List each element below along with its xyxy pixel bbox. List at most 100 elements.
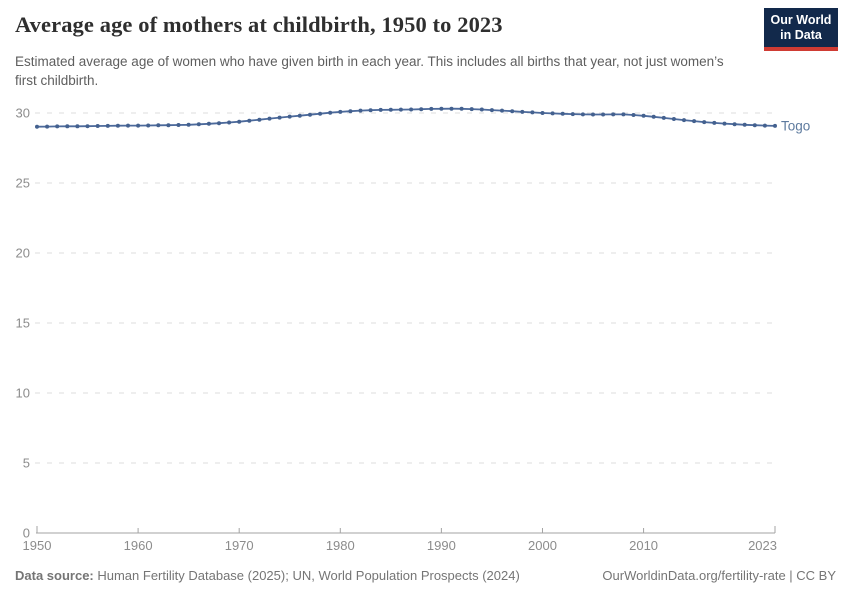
data-point[interactable] bbox=[621, 112, 626, 117]
data-point[interactable] bbox=[368, 108, 373, 113]
y-tick-label: 20 bbox=[16, 246, 30, 261]
x-tick-label: 2000 bbox=[528, 538, 557, 553]
data-point[interactable] bbox=[489, 108, 494, 113]
data-point[interactable] bbox=[257, 117, 262, 122]
data-point[interactable] bbox=[126, 123, 130, 128]
data-point[interactable] bbox=[671, 117, 676, 121]
data-point[interactable] bbox=[712, 120, 717, 125]
data-point[interactable] bbox=[540, 111, 545, 115]
data-point[interactable] bbox=[176, 123, 181, 127]
y-tick-label: 15 bbox=[16, 316, 30, 331]
owid-logo[interactable]: Our World in Data bbox=[764, 8, 838, 51]
data-point[interactable] bbox=[136, 123, 141, 128]
data-point[interactable] bbox=[146, 123, 151, 128]
data-point[interactable] bbox=[348, 109, 353, 114]
owid-logo-line1: Our World bbox=[770, 12, 832, 27]
x-tick-label: 1990 bbox=[427, 538, 456, 553]
x-tick-label: 1960 bbox=[124, 538, 153, 553]
data-point[interactable] bbox=[419, 107, 424, 112]
data-source: Data source: Human Fertility Database (2… bbox=[15, 568, 520, 583]
data-point[interactable] bbox=[308, 112, 312, 117]
chart-footer: Data source: Human Fertility Database (2… bbox=[15, 568, 836, 583]
data-point[interactable] bbox=[398, 107, 403, 112]
y-tick-label: 10 bbox=[16, 386, 30, 401]
data-point[interactable] bbox=[186, 122, 191, 127]
data-point[interactable] bbox=[115, 123, 120, 128]
data-point[interactable] bbox=[75, 124, 80, 129]
data-point[interactable] bbox=[267, 116, 272, 121]
data-point[interactable] bbox=[469, 107, 474, 112]
y-tick-label: 0 bbox=[23, 526, 30, 541]
data-point[interactable] bbox=[55, 124, 60, 129]
chart-subtitle: Estimated average age of women who have … bbox=[15, 54, 724, 89]
y-tick-label: 30 bbox=[16, 106, 30, 121]
credit-link[interactable]: OurWorldinData.org/fertility-rate | CC B… bbox=[602, 568, 836, 583]
data-point[interactable] bbox=[105, 123, 110, 128]
data-source-text: Human Fertility Database (2025); UN, Wor… bbox=[93, 568, 520, 583]
data-point[interactable] bbox=[631, 113, 636, 117]
data-point[interactable] bbox=[520, 109, 525, 114]
data-point[interactable] bbox=[166, 123, 171, 128]
data-point[interactable] bbox=[682, 118, 686, 123]
data-point[interactable] bbox=[196, 122, 201, 127]
y-tick-label: 25 bbox=[16, 176, 30, 191]
data-point[interactable] bbox=[388, 107, 393, 112]
data-point[interactable] bbox=[35, 124, 39, 129]
data-point[interactable] bbox=[459, 106, 464, 111]
data-point[interactable] bbox=[318, 111, 323, 116]
data-point[interactable] bbox=[752, 123, 757, 128]
data-point[interactable] bbox=[661, 115, 666, 120]
x-tick-label: 2010 bbox=[629, 538, 658, 553]
data-point[interactable] bbox=[217, 121, 221, 126]
data-point[interactable] bbox=[156, 123, 161, 128]
x-tick-label: 1980 bbox=[326, 538, 355, 553]
data-point[interactable] bbox=[227, 120, 232, 125]
data-point[interactable] bbox=[358, 108, 363, 113]
data-point[interactable] bbox=[297, 113, 302, 118]
data-point[interactable] bbox=[722, 121, 727, 126]
data-point[interactable] bbox=[85, 124, 90, 129]
data-point[interactable] bbox=[449, 106, 454, 111]
data-point[interactable] bbox=[95, 124, 100, 128]
data-point[interactable] bbox=[439, 106, 444, 111]
data-point[interactable] bbox=[287, 114, 292, 119]
data-point[interactable] bbox=[45, 124, 50, 129]
data-point[interactable] bbox=[641, 113, 646, 118]
chart-title: Average age of mothers at childbirth, 19… bbox=[15, 12, 503, 37]
data-point[interactable] bbox=[692, 119, 697, 124]
data-point[interactable] bbox=[479, 107, 484, 112]
owid-logo-line2: in Data bbox=[780, 27, 822, 42]
x-tick-label: 2023 bbox=[748, 538, 777, 553]
data-point[interactable] bbox=[328, 110, 333, 115]
data-point[interactable] bbox=[378, 107, 383, 112]
entity-label-togo[interactable]: Togo bbox=[781, 118, 810, 133]
data-point[interactable] bbox=[732, 122, 737, 127]
data-point[interactable] bbox=[773, 123, 777, 128]
data-point[interactable] bbox=[742, 122, 747, 127]
data-point[interactable] bbox=[510, 109, 515, 114]
data-point[interactable] bbox=[591, 112, 595, 117]
data-point[interactable] bbox=[651, 114, 656, 119]
data-point[interactable] bbox=[530, 110, 535, 115]
data-point[interactable] bbox=[560, 111, 565, 116]
y-tick-label: 5 bbox=[23, 456, 30, 471]
data-point[interactable] bbox=[601, 112, 606, 117]
data-point[interactable] bbox=[580, 112, 585, 117]
data-point[interactable] bbox=[409, 107, 414, 112]
data-point[interactable] bbox=[500, 108, 504, 113]
data-point[interactable] bbox=[550, 111, 555, 116]
data-point[interactable] bbox=[338, 109, 343, 114]
data-point[interactable] bbox=[702, 120, 707, 125]
data-point[interactable] bbox=[65, 124, 70, 129]
x-tick-label: 1970 bbox=[225, 538, 254, 553]
data-point[interactable] bbox=[206, 121, 211, 126]
data-point[interactable] bbox=[247, 118, 252, 123]
data-point[interactable] bbox=[762, 123, 767, 128]
data-point[interactable] bbox=[277, 115, 282, 120]
data-point[interactable] bbox=[429, 106, 434, 111]
data-point[interactable] bbox=[237, 119, 242, 124]
data-point[interactable] bbox=[570, 112, 575, 117]
data-point[interactable] bbox=[611, 112, 616, 117]
